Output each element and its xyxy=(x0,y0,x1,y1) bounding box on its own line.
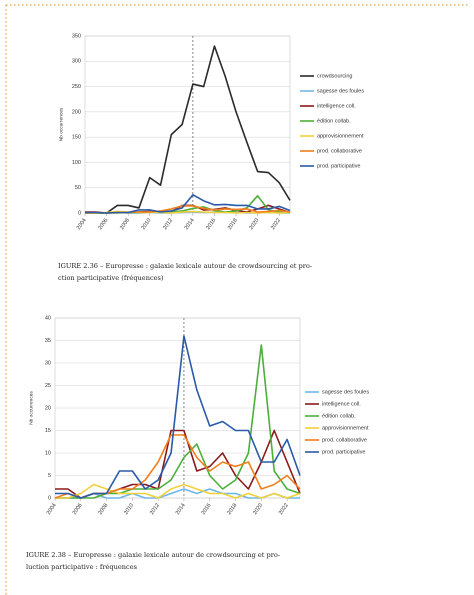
series-line xyxy=(55,335,301,499)
x-tick-label: 2020 xyxy=(249,218,261,231)
x-tick-label: 2022 xyxy=(278,503,290,516)
x-tick-label: 2018 xyxy=(227,218,239,231)
caption: ction participative (fréquences) xyxy=(58,274,164,282)
y-tick-label: 200 xyxy=(72,109,81,115)
legend-label: crowdsourcing xyxy=(317,73,352,79)
y-tick-label: 50 xyxy=(75,185,81,191)
legend-label: approvisionnement xyxy=(322,425,369,431)
x-tick-label: 2014 xyxy=(175,503,187,516)
y-tick-label: 25 xyxy=(45,383,51,389)
x-tick-label: 2020 xyxy=(252,503,264,516)
y-tick-label: 15 xyxy=(45,428,51,434)
y-axis-label: Nb occurrences xyxy=(58,107,64,141)
series-line xyxy=(85,195,291,214)
x-tick-label: 2016 xyxy=(205,218,217,231)
x-tick-label: 2012 xyxy=(149,503,161,516)
y-tick-label: 20 xyxy=(45,405,51,411)
y-tick-label: 0 xyxy=(48,495,51,501)
x-tick-label: 2008 xyxy=(119,218,131,231)
legend-label: intelligence coll. xyxy=(322,401,361,407)
series-line xyxy=(55,344,301,499)
legend-label: prod. participative xyxy=(317,163,360,169)
series-line xyxy=(85,193,291,214)
series-line xyxy=(85,45,291,214)
x-tick-label: 2018 xyxy=(226,503,238,516)
y-tick-label: 150 xyxy=(72,135,81,141)
x-tick-label: 2010 xyxy=(141,218,153,231)
series-line xyxy=(85,210,291,214)
legend-label: édition collab. xyxy=(317,118,351,124)
legend-label: édition collab. xyxy=(322,413,356,419)
y-tick-label: 100 xyxy=(72,160,81,166)
y-tick-label: 300 xyxy=(72,59,81,65)
y-axis-label: Nb occurrences xyxy=(28,391,34,425)
x-tick-label: 2012 xyxy=(162,218,174,231)
x-tick-label: 2016 xyxy=(201,503,213,516)
legend-label: sagesse des foules xyxy=(322,389,369,395)
legend-label: prod. participative xyxy=(322,449,365,455)
y-tick-label: 0 xyxy=(78,210,81,216)
y-tick-label: 350 xyxy=(72,33,81,39)
caption: IGURE 2.38 – Europresse : galaxie lexica… xyxy=(26,551,280,559)
x-tick-label: 2004 xyxy=(46,503,58,516)
series-line xyxy=(54,434,301,499)
y-tick-label: 35 xyxy=(45,338,51,344)
y-tick-label: 250 xyxy=(72,84,81,90)
legend-label: intelligence coll. xyxy=(317,103,356,109)
legend-label: prod. collaborative xyxy=(322,437,367,443)
x-tick-label: 2022 xyxy=(270,218,282,231)
caption: IGURE 2.36 – Europresse : galaxie lexica… xyxy=(58,262,312,270)
plot-area xyxy=(84,35,291,214)
series-line xyxy=(55,483,301,499)
y-tick-label: 30 xyxy=(45,360,51,366)
x-tick-label: 2010 xyxy=(123,503,135,516)
x-tick-label: 2014 xyxy=(184,218,196,231)
x-tick-label: 2006 xyxy=(72,503,84,516)
x-tick-label: 2008 xyxy=(97,503,109,516)
legend-label: approvisionnement xyxy=(317,133,364,139)
x-tick-label: 2004 xyxy=(76,218,88,231)
y-tick-label: 10 xyxy=(45,450,51,456)
y-tick-label: 40 xyxy=(45,315,51,321)
legend-label: sagesse des foules xyxy=(317,88,364,94)
y-tick-label: 5 xyxy=(48,473,51,479)
x-tick-label: 2006 xyxy=(97,218,109,231)
legend-label: prod. collaborative xyxy=(317,148,362,154)
caption: luction participative : fréquences xyxy=(26,563,138,571)
